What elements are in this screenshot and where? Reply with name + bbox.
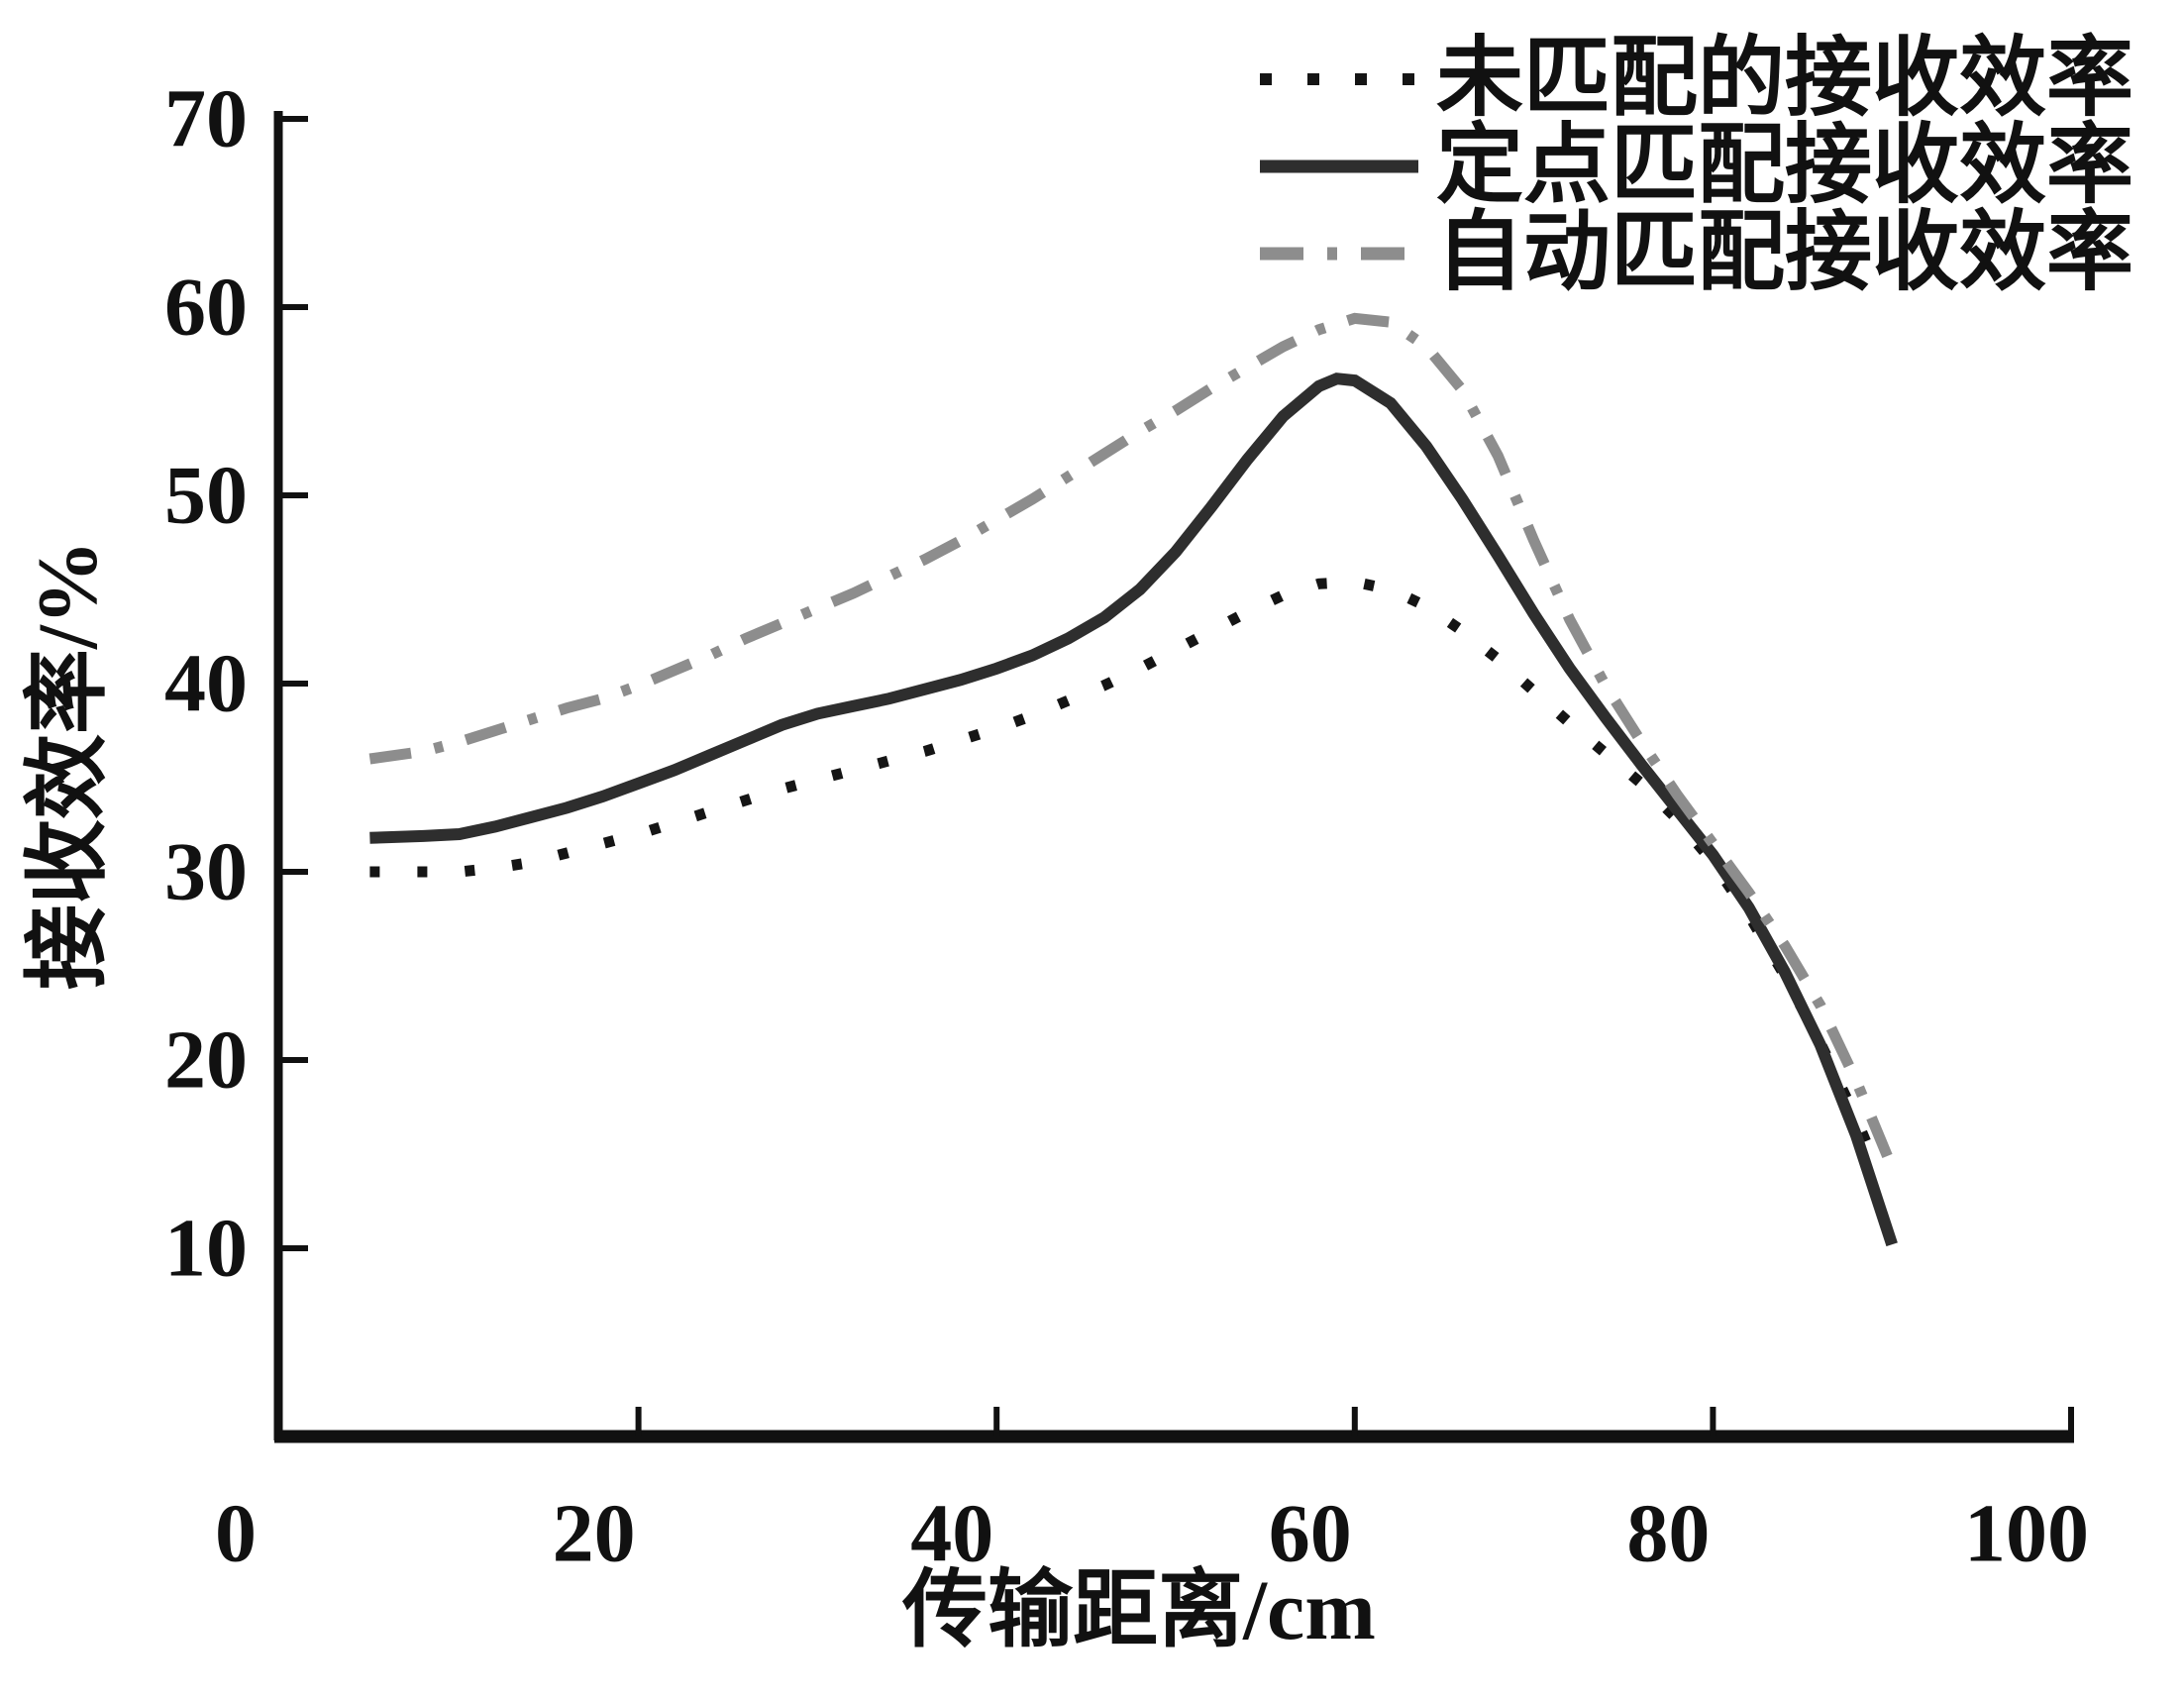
y-tick-label: 50 [164,450,248,542]
y-tick-label: 60 [164,262,248,354]
axes: 10 20 30 40 50 60 70 0 20 40 60 80 100 [164,73,2089,1580]
x-tick-label: 20 [553,1488,636,1580]
legend-label-0: 未匹配的接收效率 [1436,32,2133,128]
series-line-1 [369,372,1898,1247]
x-tick-label: 60 [1269,1488,1352,1580]
x-tick-label: 100 [1964,1488,2089,1580]
x-tick-label: 0 [215,1488,257,1580]
series-lines [368,312,1898,1247]
y-tick-label: 20 [164,1014,248,1107]
y-ticks [278,116,308,1251]
y-tick-label: 40 [164,638,248,730]
x-axis-label: 传输距离/cm [901,1562,1376,1657]
x-tick-label: 80 [1626,1488,1710,1580]
legend-label-2: 自动匹配接收效率 [1436,206,2133,302]
y-tick-label: 10 [164,1203,248,1295]
x-ticks [635,1407,2074,1436]
series-line-2 [368,312,1898,1170]
y-tick-label: 70 [164,73,248,165]
x-tick-labels: 0 20 40 60 80 100 [215,1488,2089,1580]
y-tick-labels: 10 20 30 40 50 60 70 [164,73,248,1295]
x-tick-label: 40 [910,1488,993,1580]
y-tick-label: 30 [164,826,248,918]
legend-label-1: 定点匹配接收效率 [1436,119,2133,215]
y-axis-label: 接收效率/% [20,540,115,990]
series-line-0 [369,576,1880,1164]
